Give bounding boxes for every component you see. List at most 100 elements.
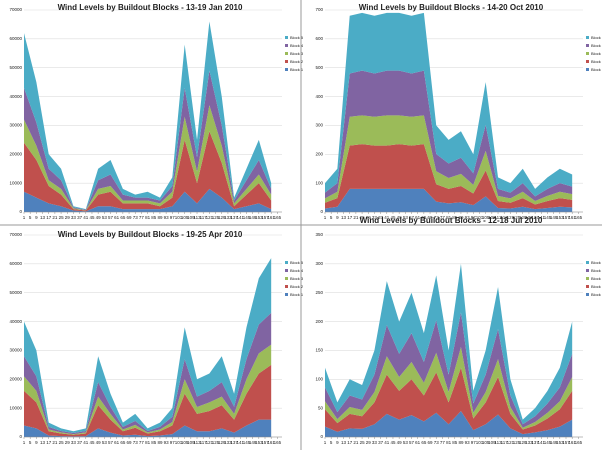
x-tick-label: 69 [428, 440, 434, 445]
x-tick-label: 157 [562, 215, 570, 220]
x-tick-label: 1 [23, 215, 26, 220]
y-tick-label: 10000 [9, 180, 22, 185]
x-tick-label: 81 [446, 440, 452, 445]
x-tick-label: 109 [488, 215, 496, 220]
legend-label: Block 1 [591, 292, 602, 297]
legend-label: Block 5 [591, 35, 602, 40]
legend-swatch [586, 285, 589, 288]
x-tick-label: 77 [440, 440, 446, 445]
y-tick-label: 70000 [9, 7, 22, 12]
y-tick-label: 500 [315, 65, 323, 70]
x-tick-label: 65 [120, 440, 126, 445]
legend-label: Block 1 [591, 67, 602, 72]
x-tick-label: 93 [465, 215, 471, 220]
x-tick-label: 117 [200, 215, 208, 220]
y-tick-label: 100 [315, 376, 323, 381]
x-tick-label: 121 [507, 215, 515, 220]
x-tick-label: 77 [139, 440, 145, 445]
y-tick-label: 0 [320, 434, 323, 439]
area [325, 411, 573, 437]
y-tick-label: 50 [318, 405, 324, 410]
area [325, 263, 573, 425]
x-tick-label: 49 [96, 440, 102, 445]
legend-label: Block 5 [591, 260, 602, 265]
y-tick-label: 40000 [9, 319, 22, 324]
x-tick-label: 157 [261, 440, 269, 445]
x-tick-label: 69 [127, 440, 133, 445]
x-tick-label: 25 [360, 215, 366, 220]
x-tick-label: 17 [46, 215, 52, 220]
x-tick-label: 77 [139, 215, 145, 220]
x-tick-label: 89 [157, 215, 163, 220]
area [24, 70, 272, 211]
x-tick-label: 97 [471, 440, 477, 445]
x-tick-label: 73 [133, 215, 139, 220]
x-tick-label: 109 [187, 215, 195, 220]
x-tick-label: 161 [568, 440, 576, 445]
x-tick-label: 117 [501, 440, 509, 445]
x-tick-label: 57 [108, 440, 114, 445]
legend-swatch [285, 277, 288, 280]
y-tick-label: 70000 [9, 232, 22, 237]
x-tick-label: 5 [330, 215, 333, 220]
area [325, 346, 573, 430]
x-tick-label: 73 [434, 215, 440, 220]
y-tick-label: 300 [315, 123, 323, 128]
x-tick-label: 73 [434, 440, 440, 445]
y-tick-label: 700 [315, 7, 323, 12]
y-tick-label: 60000 [9, 36, 22, 41]
x-tick-label: 137 [531, 440, 539, 445]
x-tick-label: 89 [458, 440, 464, 445]
x-tick-label: 125 [212, 440, 220, 445]
x-tick-label: 149 [249, 440, 257, 445]
x-tick-label: 5 [29, 440, 32, 445]
x-tick-label: 77 [440, 215, 446, 220]
y-tick-label: 10000 [9, 405, 22, 410]
x-tick-label: 105 [181, 215, 189, 220]
legend-label: Block 2 [290, 284, 304, 289]
x-tick-label: 61 [114, 215, 120, 220]
y-tick-label: 50000 [9, 65, 22, 70]
x-tick-label: 81 [446, 215, 452, 220]
x-tick-label: 137 [230, 215, 238, 220]
x-tick-label: 113 [494, 440, 502, 445]
x-tick-label: 41 [83, 215, 89, 220]
legend-swatch [586, 60, 589, 63]
x-tick-label: 101 [476, 440, 484, 445]
x-tick-label: 93 [164, 440, 170, 445]
x-tick-label: 57 [108, 215, 114, 220]
x-tick-label: 141 [237, 215, 245, 220]
x-tick-label: 21 [353, 440, 359, 445]
x-tick-label: 157 [562, 440, 570, 445]
legend-label: Block 3 [290, 276, 304, 281]
legend-swatch [586, 44, 589, 47]
x-tick-label: 5 [29, 215, 32, 220]
x-tick-label: 25 [59, 440, 65, 445]
x-tick-label: 13 [341, 215, 347, 220]
legend-swatch [285, 261, 288, 264]
area [325, 144, 573, 210]
legend-label: Block 3 [591, 276, 602, 281]
x-tick-label: 45 [89, 440, 95, 445]
legend-label: Block 1 [290, 292, 304, 297]
y-tick-label: 60000 [9, 261, 22, 266]
y-tick-label: 200 [315, 151, 323, 156]
x-tick-label: 53 [102, 215, 108, 220]
x-tick-label: 61 [415, 440, 421, 445]
legend-swatch [285, 36, 288, 39]
x-tick-label: 45 [89, 215, 95, 220]
area [24, 419, 272, 437]
x-tick-label: 129 [519, 215, 527, 220]
area [24, 21, 272, 210]
legend-label: Block 5 [290, 260, 304, 265]
legend-swatch [285, 68, 288, 71]
x-tick-label: 73 [133, 440, 139, 445]
x-tick-label: 93 [164, 215, 170, 220]
x-tick-label: 149 [249, 215, 257, 220]
x-tick-label: 29 [366, 440, 372, 445]
x-tick-label: 1 [324, 440, 327, 445]
x-tick-label: 113 [193, 215, 201, 220]
y-tick-label: 0 [19, 209, 22, 214]
x-tick-label: 61 [114, 440, 120, 445]
x-tick-label: 21 [52, 215, 58, 220]
